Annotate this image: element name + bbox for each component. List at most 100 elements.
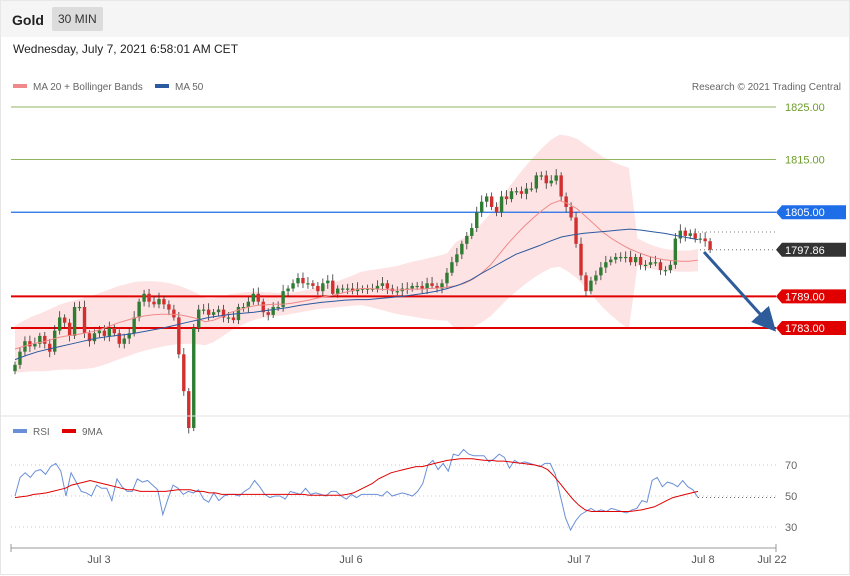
- candle-body: [107, 328, 112, 336]
- candle-body: [484, 196, 489, 202]
- candle-body: [594, 275, 598, 281]
- candle-body: [326, 280, 330, 284]
- rsi-gridlines: 30 50 70: [11, 460, 797, 534]
- candle-body: [410, 285, 414, 289]
- candle-body: [519, 191, 524, 194]
- level-label-1825.00: 1825.00: [785, 102, 825, 114]
- candle-body: [311, 283, 315, 286]
- candle-body: [544, 175, 548, 184]
- candle-body: [465, 235, 469, 244]
- candle-body: [579, 243, 583, 276]
- candle-body: [316, 285, 320, 292]
- candlesticks: [13, 169, 712, 434]
- x-axis-labels: Jul 3 Jul 6 Jul 7 Jul 8 Jul 22: [87, 554, 786, 566]
- level-label-1815.00: 1815.00: [785, 155, 825, 167]
- candle-body: [703, 238, 707, 242]
- candle-body: [480, 201, 484, 213]
- candle-body: [589, 280, 593, 292]
- candle-body: [564, 196, 568, 207]
- ma20-line: [14, 200, 699, 350]
- ma50-line: [14, 228, 699, 361]
- candle-body: [72, 306, 77, 336]
- rsi-legend-swatch: [13, 429, 27, 433]
- candle-body: [211, 312, 216, 315]
- level-labels: 1825.00 1815.00 1805.00 1797.86 1789.00 1783.…: [776, 102, 846, 335]
- candle-body: [648, 262, 653, 265]
- candle-body: [266, 312, 270, 315]
- candle-body: [494, 206, 499, 213]
- candle-body: [504, 196, 509, 200]
- candle-body: [609, 259, 613, 263]
- candle-body: [53, 330, 57, 352]
- candle-body: [231, 317, 236, 321]
- level-tag-1805.00: [776, 205, 846, 220]
- candle-body: [336, 288, 340, 294]
- candle-body: [92, 333, 97, 342]
- rsi-axis-label-70: 70: [785, 460, 797, 472]
- candle-body: [331, 280, 335, 294]
- candle-body: [633, 256, 638, 263]
- candle-body: [226, 317, 231, 319]
- candle-body: [574, 217, 578, 244]
- ma50-legend-label: MA 50: [175, 82, 204, 93]
- candle-body: [206, 309, 211, 315]
- candle-body: [241, 306, 246, 309]
- timeframe-badge[interactable]: 30 MIN: [52, 7, 103, 31]
- candle-body: [549, 180, 553, 184]
- candle-body: [97, 330, 102, 334]
- candle-body: [529, 188, 534, 190]
- candle-body: [658, 262, 663, 271]
- research-credit: Research © 2021 Trading Central: [692, 82, 841, 93]
- candle-body: [33, 343, 37, 347]
- ma50-legend-swatch: [155, 84, 169, 88]
- candle-body: [569, 206, 573, 218]
- candle-body: [43, 335, 47, 344]
- candle-body: [117, 333, 121, 344]
- bollinger-bands: [15, 134, 698, 373]
- candle-body: [345, 288, 350, 290]
- candle-body: [28, 341, 32, 347]
- candle-body: [673, 238, 678, 265]
- candle-body: [281, 291, 285, 307]
- candle-body: [539, 175, 543, 177]
- candle-body: [77, 306, 82, 309]
- candle-body: [614, 256, 618, 260]
- candle-body: [698, 238, 702, 240]
- candle-body: [192, 328, 196, 428]
- candle-body: [256, 293, 260, 302]
- candle-body: [380, 283, 385, 286]
- candle-body: [599, 267, 603, 276]
- rsi-ma-line: [14, 458, 699, 512]
- candle-body: [201, 309, 206, 311]
- candle-body: [415, 285, 419, 288]
- candle-body: [286, 288, 290, 292]
- candle-body: [638, 256, 643, 265]
- candle-body: [296, 278, 300, 284]
- candle-body: [385, 283, 390, 289]
- rsi-ma-legend-swatch: [62, 429, 76, 433]
- candle-body: [142, 293, 146, 302]
- candle-body: [132, 317, 136, 334]
- candle-body: [112, 328, 116, 334]
- candle-body: [489, 196, 494, 207]
- candle-body: [13, 364, 17, 372]
- candle-body: [301, 278, 305, 284]
- candle-body: [340, 288, 345, 290]
- price-levels: [11, 106, 776, 329]
- candle-body: [162, 299, 166, 305]
- candle-body: [499, 196, 504, 213]
- candle-body: [251, 293, 256, 302]
- candle-body: [172, 309, 176, 318]
- candle-body: [350, 288, 355, 292]
- x-axis-label: Jul 6: [339, 554, 362, 566]
- ma20-legend-label: MA 20 + Bollinger Bands: [33, 82, 143, 93]
- ma20-legend-swatch: [13, 84, 27, 88]
- rsi-lines: [14, 448, 776, 532]
- candle-body: [82, 306, 87, 334]
- x-axis-label: Jul 3: [87, 554, 110, 566]
- candle-body: [67, 322, 72, 336]
- candle-body: [246, 301, 251, 307]
- candle-body: [321, 283, 325, 292]
- candle-body: [127, 333, 131, 339]
- candle-body: [604, 262, 608, 268]
